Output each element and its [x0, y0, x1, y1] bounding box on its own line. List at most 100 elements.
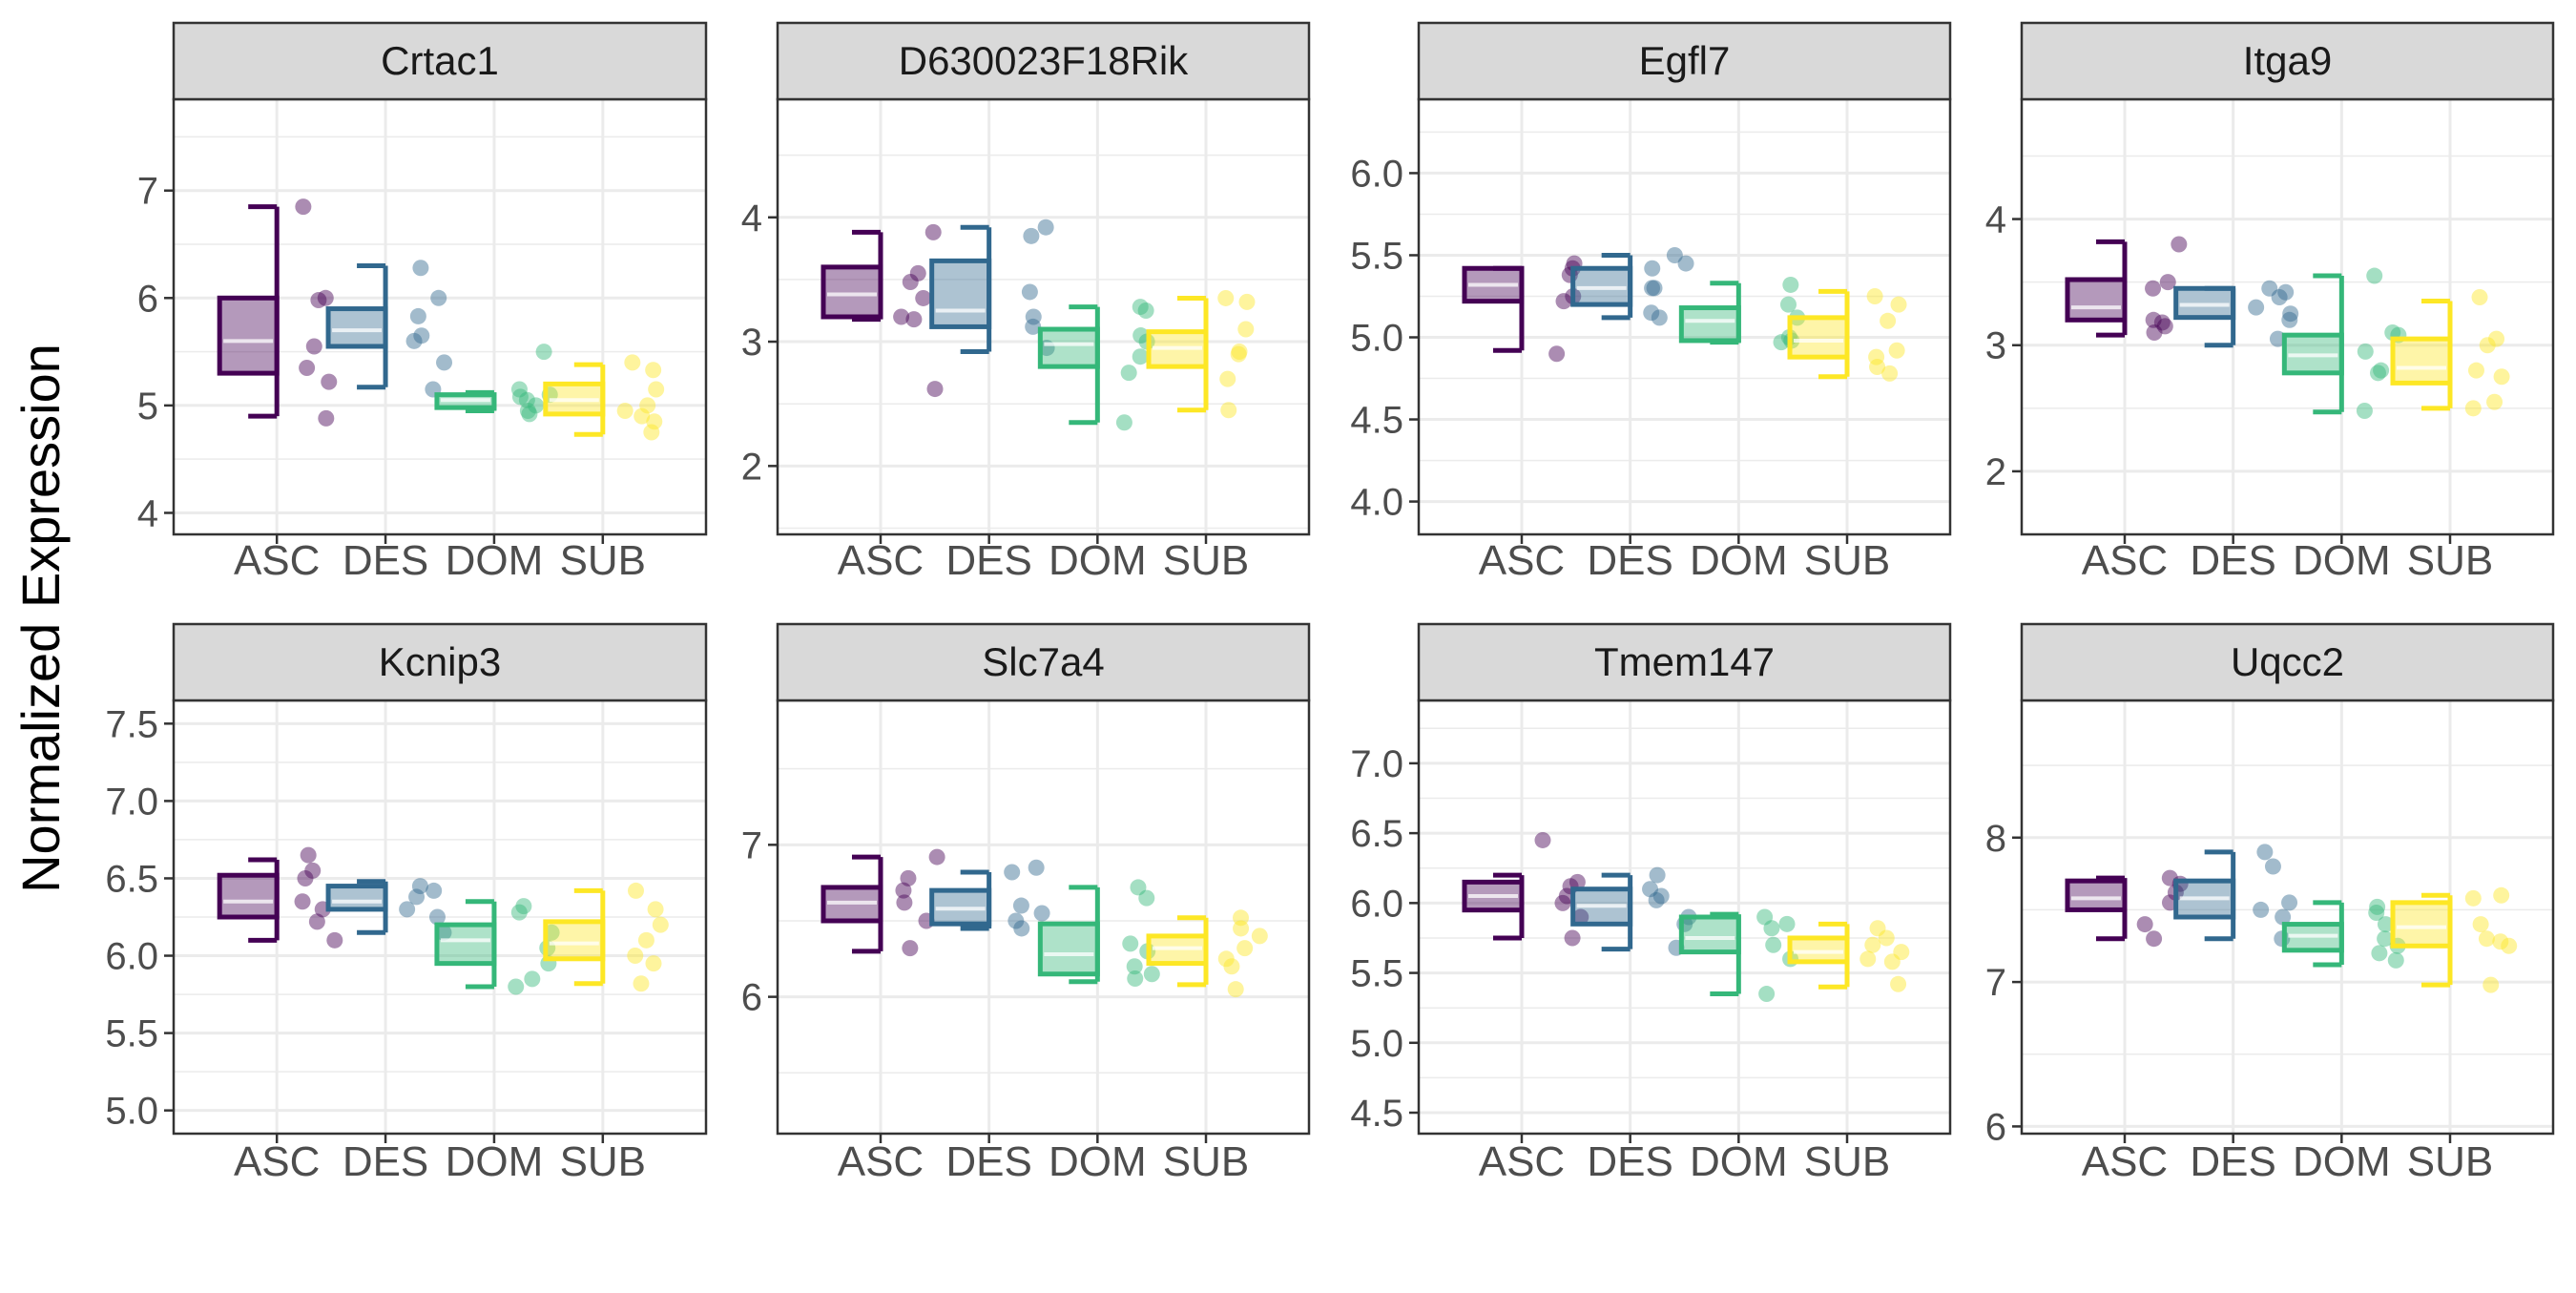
data-point: [2281, 311, 2298, 328]
data-point: [1033, 905, 1050, 922]
data-point: [1217, 289, 1235, 306]
facet-panel-egfl7: 4.0 4.5 5.0 5.5 6.0 Egfl7 ASC DES DOM SUB: [1350, 21, 1952, 584]
data-point: [508, 978, 525, 995]
data-point: [1219, 370, 1236, 387]
box-iqr: [325, 884, 388, 912]
data-point: [633, 975, 650, 992]
box-iqr: [2390, 336, 2453, 386]
data-point: [305, 338, 322, 355]
data-point: [2493, 886, 2510, 904]
x-tick-label: ASC: [2082, 1138, 2168, 1185]
data-point: [926, 381, 944, 398]
data-point: [646, 413, 663, 430]
y-tick-label: 7: [741, 824, 762, 866]
data-point: [643, 424, 660, 441]
y-tick-label: 7.0: [1350, 743, 1403, 785]
box-iqr: [1678, 305, 1741, 344]
data-point: [2377, 930, 2394, 948]
x-tick-label: ASC: [234, 537, 320, 584]
data-point: [1534, 831, 1551, 848]
facet-strip-title: Tmem147: [1594, 639, 1775, 684]
data-point: [2369, 365, 2386, 382]
data-point: [2171, 236, 2188, 253]
box-iqr: [2390, 900, 2453, 949]
facet-panel-kcnip3: 5.0 5.5 6.0 6.5 7.0 7.5 Kcnip3 ASC DES DOM SUB: [105, 622, 708, 1185]
data-point: [2248, 299, 2265, 316]
box-iqr: [1678, 914, 1741, 955]
data-point: [318, 409, 335, 427]
box-iqr: [2065, 878, 2128, 912]
data-point: [648, 381, 665, 398]
data-point: [2369, 898, 2386, 915]
data-point: [1568, 873, 1586, 890]
data-point: [902, 274, 919, 291]
data-point: [436, 354, 453, 371]
y-tick-label: 3: [1985, 325, 2006, 367]
box-iqr: [543, 919, 606, 962]
y-tick-label: 2: [741, 446, 762, 488]
data-point: [2471, 289, 2488, 306]
data-point: [905, 311, 923, 328]
data-point: [2159, 274, 2176, 291]
data-point: [1778, 915, 1796, 932]
x-tick-label: ASC: [1479, 1138, 1565, 1185]
y-tick-label: 3: [741, 322, 762, 364]
facet-strip: [776, 622, 1311, 702]
data-point: [518, 391, 535, 408]
y-tick-label: 4.5: [1350, 1093, 1403, 1135]
data-point: [2271, 289, 2288, 306]
data-point: [2253, 901, 2270, 918]
data-point: [2464, 400, 2482, 417]
data-point: [1220, 402, 1237, 419]
data-point: [1765, 936, 1782, 953]
data-point: [2146, 930, 2163, 948]
data-point: [1868, 348, 1885, 365]
box-iqr: [1787, 935, 1850, 965]
data-point: [2472, 916, 2489, 933]
box-iqr: [217, 295, 280, 376]
data-point: [1642, 881, 1659, 898]
data-point: [2467, 362, 2484, 379]
data-point: [1758, 986, 1776, 1003]
data-point: [317, 289, 334, 306]
y-tick-label: 5.5: [1350, 953, 1403, 995]
data-point: [524, 970, 541, 988]
x-tick-label: SUB: [2407, 1138, 2493, 1185]
x-tick-label: DES: [343, 537, 428, 584]
data-point: [2377, 916, 2394, 933]
data-point: [2479, 337, 2496, 354]
data-point: [2261, 280, 2278, 297]
data-point: [1025, 308, 1042, 325]
facet-strip: [2020, 21, 2555, 101]
data-point: [1548, 345, 1566, 363]
data-point: [624, 354, 641, 371]
x-tick-label: SUB: [1804, 1138, 1890, 1185]
x-tick-label: DOM: [446, 537, 544, 584]
data-point: [1643, 304, 1660, 322]
data-point: [511, 388, 529, 406]
data-point: [896, 894, 913, 911]
y-tick-label: 7.0: [105, 781, 158, 823]
data-point: [2269, 330, 2286, 347]
x-tick-label: DES: [1587, 537, 1672, 584]
data-point: [1231, 343, 1248, 360]
data-point: [1028, 859, 1045, 876]
data-point: [412, 260, 429, 277]
data-point: [1555, 293, 1572, 310]
data-point: [409, 307, 426, 324]
data-point: [1251, 928, 1268, 945]
facet-strip-title: Egfl7: [1639, 38, 1731, 83]
y-tick-label: 7: [137, 171, 158, 213]
y-tick-label: 2: [1985, 451, 2006, 493]
data-point: [1652, 887, 1670, 905]
data-point: [1763, 920, 1780, 937]
data-point: [895, 882, 912, 899]
data-point: [2366, 267, 2383, 284]
data-point: [1677, 255, 1694, 272]
data-point: [1021, 283, 1038, 301]
y-tick-label: 6.0: [1350, 153, 1403, 195]
data-point: [924, 223, 942, 240]
box-iqr: [434, 922, 497, 967]
box-iqr: [325, 306, 388, 349]
y-tick-label: 7: [1985, 962, 2006, 1004]
